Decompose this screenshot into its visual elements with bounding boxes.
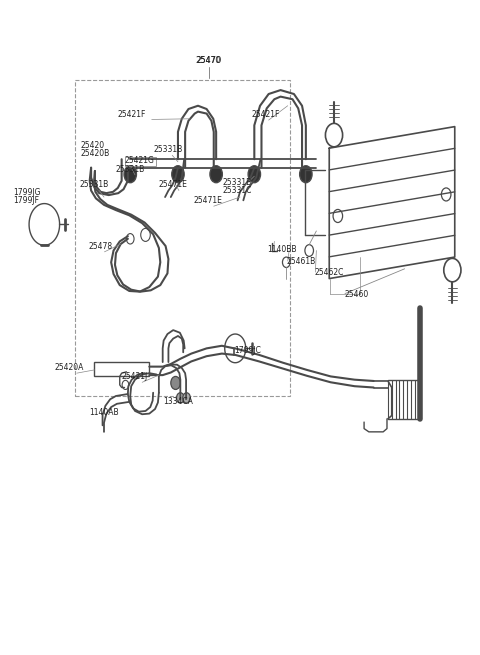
Text: 25331C: 25331C xyxy=(222,186,252,195)
Text: 25420B: 25420B xyxy=(80,149,109,158)
Bar xyxy=(95,362,149,377)
Text: 1140AB: 1140AB xyxy=(89,408,119,417)
Text: 1799JG: 1799JG xyxy=(13,188,41,197)
Bar xyxy=(124,157,156,166)
Circle shape xyxy=(325,123,343,147)
Text: 1799JF: 1799JF xyxy=(13,196,39,205)
Text: 25478: 25478 xyxy=(89,242,113,251)
Text: 25461B: 25461B xyxy=(287,257,316,266)
Text: 25331B: 25331B xyxy=(153,145,182,154)
Bar xyxy=(75,80,290,396)
Circle shape xyxy=(183,393,191,403)
Circle shape xyxy=(210,166,222,183)
Text: 25470: 25470 xyxy=(197,56,221,66)
Circle shape xyxy=(171,377,180,390)
Text: 25471E: 25471E xyxy=(194,196,223,205)
Text: 25421F: 25421F xyxy=(252,110,280,119)
Circle shape xyxy=(300,166,312,183)
Text: 25462C: 25462C xyxy=(314,269,344,277)
Text: 25331B: 25331B xyxy=(79,180,108,189)
Text: 25471E: 25471E xyxy=(159,180,188,189)
Text: 1334CA: 1334CA xyxy=(164,398,193,406)
Circle shape xyxy=(124,166,136,183)
Text: 25420: 25420 xyxy=(80,141,104,150)
Text: 1140BB: 1140BB xyxy=(268,246,297,254)
Circle shape xyxy=(172,166,184,183)
Text: 25421J: 25421J xyxy=(121,372,148,381)
Text: 25470: 25470 xyxy=(196,56,222,66)
Circle shape xyxy=(177,393,184,403)
Text: 25331B: 25331B xyxy=(116,164,145,174)
Text: 25460: 25460 xyxy=(344,290,368,299)
Text: 25331B: 25331B xyxy=(222,178,252,187)
Text: 25421F: 25421F xyxy=(117,110,145,119)
Circle shape xyxy=(444,258,461,282)
Text: 1799JC: 1799JC xyxy=(234,346,261,355)
Text: 25420A: 25420A xyxy=(55,363,84,372)
Text: 25421G: 25421G xyxy=(124,156,155,165)
Circle shape xyxy=(248,166,261,183)
